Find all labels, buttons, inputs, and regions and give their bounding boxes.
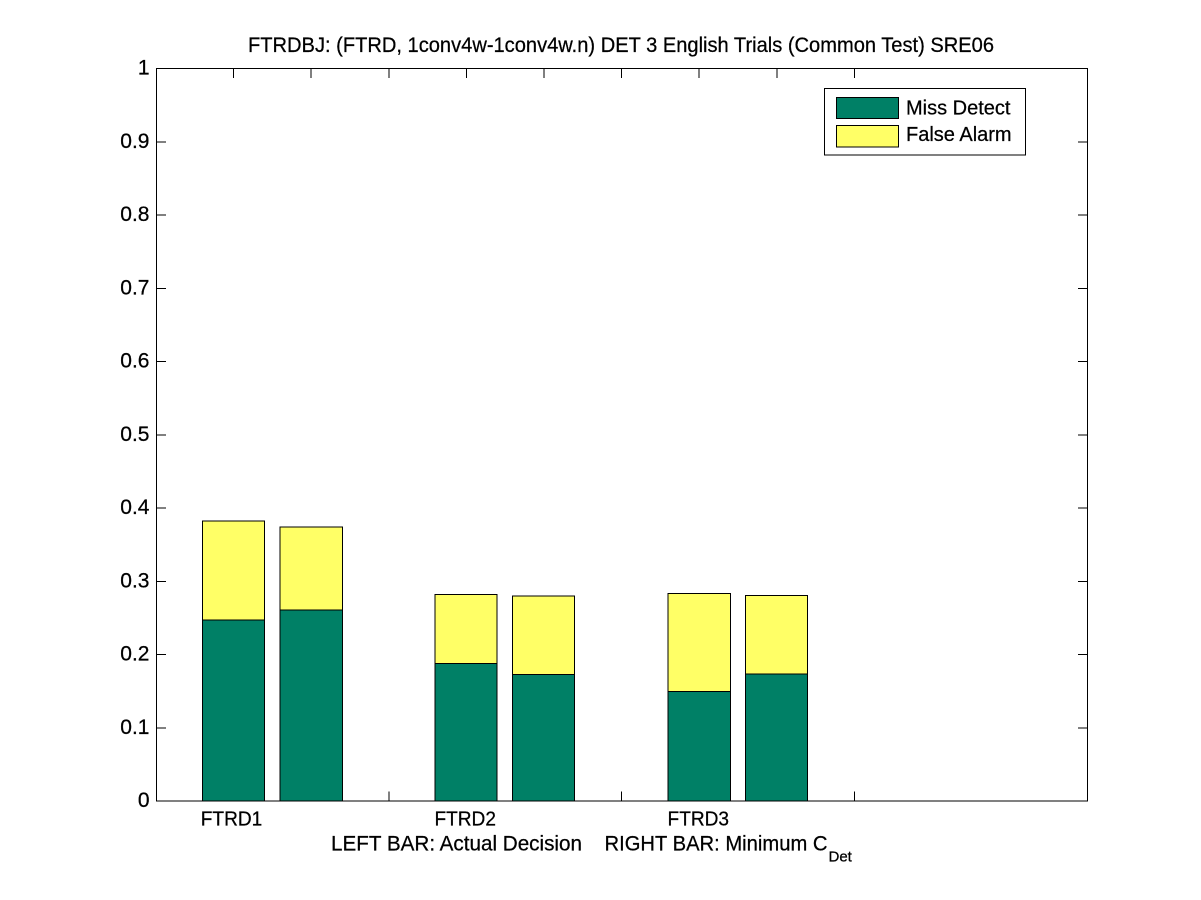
svg-text:0.3: 0.3 xyxy=(120,569,149,592)
svg-text:0.2: 0.2 xyxy=(120,643,149,666)
svg-text:Det: Det xyxy=(829,849,853,866)
svg-text:FTRD3: FTRD3 xyxy=(668,808,730,831)
svg-text:0.7: 0.7 xyxy=(120,276,149,299)
svg-text:LEFT BAR: Actual Decision: LEFT BAR: Actual Decision xyxy=(331,832,582,855)
svg-text:0.9: 0.9 xyxy=(120,130,149,153)
svg-text:False Alarm: False Alarm xyxy=(906,124,1012,146)
svg-text:0.4: 0.4 xyxy=(120,496,150,519)
svg-text:0.6: 0.6 xyxy=(120,350,149,373)
svg-text:0.5: 0.5 xyxy=(120,423,149,446)
svg-text:FTRD1: FTRD1 xyxy=(201,808,263,831)
svg-text:Miss Detect: Miss Detect xyxy=(906,97,1011,119)
svg-text:1: 1 xyxy=(138,57,150,80)
svg-text:0.1: 0.1 xyxy=(120,716,149,739)
svg-text:RIGHT BAR: Minimum C: RIGHT BAR: Minimum C xyxy=(605,832,828,855)
svg-text:0: 0 xyxy=(138,789,150,812)
svg-text:0.8: 0.8 xyxy=(120,203,149,226)
svg-text:FTRDBJ: (FTRD, 1conv4w-1conv4w: FTRDBJ: (FTRD, 1conv4w-1conv4w.n) DET 3 … xyxy=(248,34,994,57)
svg-text:FTRD2: FTRD2 xyxy=(434,808,496,831)
